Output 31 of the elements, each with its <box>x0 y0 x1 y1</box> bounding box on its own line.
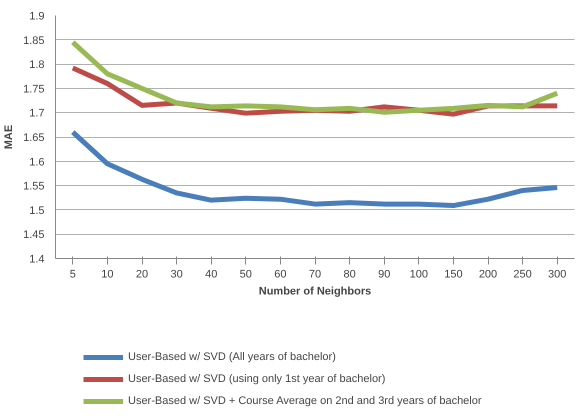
y-tick-label: 1.45 <box>23 229 45 242</box>
x-tick-label: 60 <box>274 268 287 280</box>
x-tick-label: 90 <box>378 268 390 280</box>
x-tick-label: 200 <box>478 268 498 280</box>
y-tick-label: 1.75 <box>23 83 45 96</box>
x-tick-label: 30 <box>170 268 183 280</box>
y-tick-label: 1.4 <box>29 254 45 266</box>
x-tick-label: 250 <box>513 268 532 280</box>
x-tick-label: 300 <box>548 268 566 280</box>
y-tick-label: 1.65 <box>23 132 45 144</box>
x-tick-label: 80 <box>343 268 356 280</box>
x-axis-title: Number of Neighbors <box>258 286 372 298</box>
legend-label: User-Based w/ SVD (All years of bachelor) <box>128 350 336 365</box>
x-tick-label: 40 <box>205 268 218 280</box>
y-tick-label: 1.7 <box>29 108 45 120</box>
x-tick-label: 100 <box>410 268 428 280</box>
x-tick-label: 5 <box>70 268 76 280</box>
x-tick-label: 70 <box>308 268 322 280</box>
x-tick-label: 20 <box>136 268 148 280</box>
y-tick-label: 1.5 <box>29 204 45 217</box>
legend-label: User-Based w/ SVD (using only 1st year of bachelor) <box>128 372 386 387</box>
x-tick-label: 50 <box>240 268 252 280</box>
y-tick-label: 1.6 <box>29 156 45 168</box>
y-tick-label: 1.8 <box>29 59 45 72</box>
legend-label: User-Based w/ SVD + Course Average on 2nd and 3rd years of bachelor <box>128 394 482 409</box>
y-tick-label: 1.55 <box>23 180 45 193</box>
y-tick-label: 1.9 <box>29 10 45 22</box>
x-tick-label: 150 <box>444 268 463 280</box>
x-tick-label: 10 <box>101 268 114 280</box>
y-axis-title: MAE <box>3 124 16 150</box>
y-tick-label: 1.85 <box>23 34 45 47</box>
